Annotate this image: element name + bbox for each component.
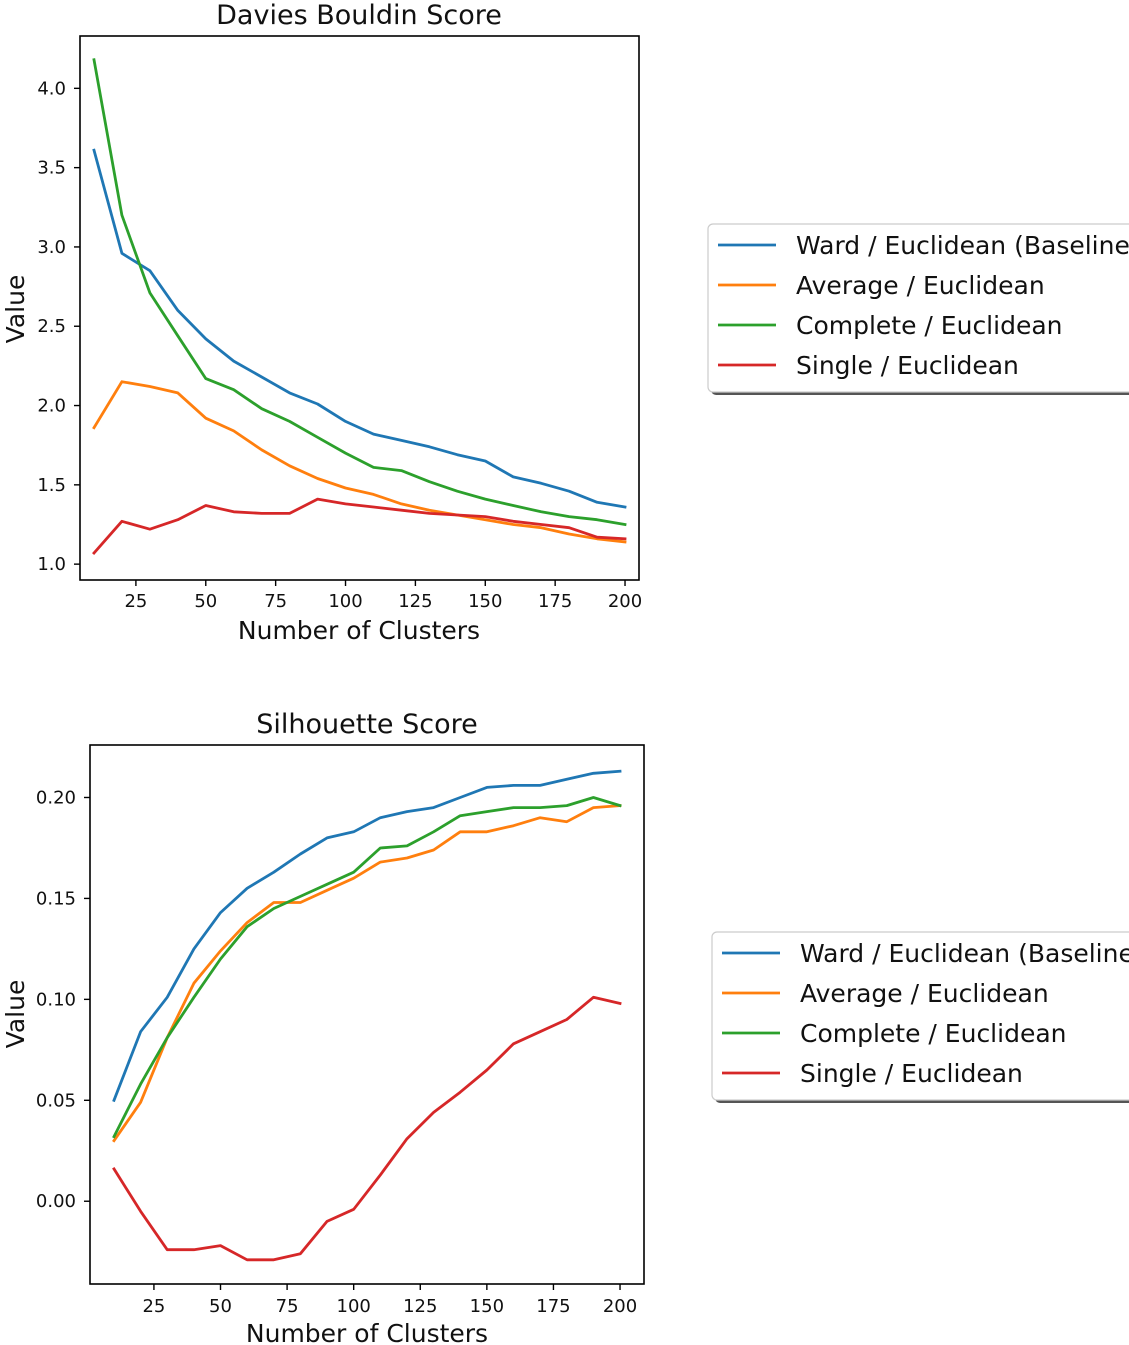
x-tick-label: 175 xyxy=(536,1296,570,1317)
plot-frame xyxy=(89,744,645,1285)
x-tick-label: 25 xyxy=(124,591,147,612)
x-tick-label: 50 xyxy=(209,1296,232,1317)
tick-group: 25 50 75 100 125 150 175 200 0.00 0.05 0.10 0.15 0.2… xyxy=(36,787,637,1317)
y-tick-label: 0.05 xyxy=(36,1090,76,1111)
x-tick-label: 150 xyxy=(468,591,502,612)
y-tick-label: 2.0 xyxy=(37,396,66,417)
y-tick-label: 0.20 xyxy=(36,787,76,808)
y-axis-label: Value xyxy=(1,275,30,344)
legend-label: Complete / Euclidean xyxy=(800,1019,1067,1048)
series-lines xyxy=(112,769,622,1262)
series-line-3 xyxy=(112,796,622,1139)
x-tick-label: 25 xyxy=(142,1296,165,1317)
y-tick-label: 0.10 xyxy=(36,989,76,1010)
series-lines xyxy=(92,58,627,555)
legend-label: Single / Euclidean xyxy=(796,351,1019,380)
tick-group: 25 50 75 100 125 150 175 200 1.0 1.5 2.0 2.5 3.0 3.5 4… xyxy=(37,78,642,612)
x-tick-label: 125 xyxy=(403,1296,437,1317)
legend-box xyxy=(707,223,1129,393)
chart-title: Silhouette Score xyxy=(256,709,477,740)
x-tick-label: 75 xyxy=(276,1296,299,1317)
series-line-4 xyxy=(92,497,627,555)
chart-silhouette: Silhouette Score Value Number of Cluster… xyxy=(1,709,1129,1345)
series-line-2 xyxy=(92,380,627,544)
chart-title: Davies Bouldin Score xyxy=(216,0,502,31)
legend-label: Complete / Euclidean xyxy=(796,311,1063,340)
x-axis-label: Number of Clusters xyxy=(238,616,480,645)
series-line-4 xyxy=(112,995,622,1262)
x-tick-label: 100 xyxy=(328,591,362,612)
y-tick-label: 3.0 xyxy=(37,237,66,258)
x-axis-label: Number of Clusters xyxy=(246,1319,488,1345)
series-line-3 xyxy=(92,58,627,527)
legend: Ward / Euclidean (Baseline) Average / Euc… xyxy=(711,931,1129,1103)
x-tick-label: 125 xyxy=(398,591,432,612)
y-tick-label: 1.0 xyxy=(37,554,66,575)
y-tick-label: 2.5 xyxy=(37,316,66,337)
series-line-1 xyxy=(112,769,622,1103)
y-axis-label: Value xyxy=(1,980,30,1049)
y-tick-label: 4.0 xyxy=(37,78,66,99)
x-tick-label: 150 xyxy=(470,1296,504,1317)
x-tick-label: 50 xyxy=(194,591,217,612)
x-tick-label: 100 xyxy=(337,1296,371,1317)
legend-box xyxy=(711,931,1129,1101)
y-tick-label: 0.15 xyxy=(36,888,76,909)
legend-label: Average / Euclidean xyxy=(796,271,1045,300)
legend-label: Average / Euclidean xyxy=(800,979,1049,1008)
x-tick-label: 175 xyxy=(538,591,572,612)
chart-davies-bouldin: Davies Bouldin Score Value Number of Clu… xyxy=(1,0,1129,645)
legend-label: Ward / Euclidean (Baseline) xyxy=(796,231,1129,260)
y-tick-label: 0.00 xyxy=(36,1191,76,1212)
x-tick-label: 200 xyxy=(603,1296,637,1317)
series-line-1 xyxy=(92,148,627,509)
y-tick-label: 3.5 xyxy=(37,158,66,179)
plot-frame xyxy=(79,35,640,581)
legend: Ward / Euclidean (Baseline) Average / Euc… xyxy=(707,223,1129,395)
y-tick-label: 1.5 xyxy=(37,475,66,496)
legend-label: Single / Euclidean xyxy=(800,1059,1023,1088)
series-line-2 xyxy=(112,804,622,1143)
legend-label: Ward / Euclidean (Baseline) xyxy=(800,939,1129,968)
x-tick-label: 200 xyxy=(608,591,642,612)
x-tick-label: 75 xyxy=(264,591,287,612)
